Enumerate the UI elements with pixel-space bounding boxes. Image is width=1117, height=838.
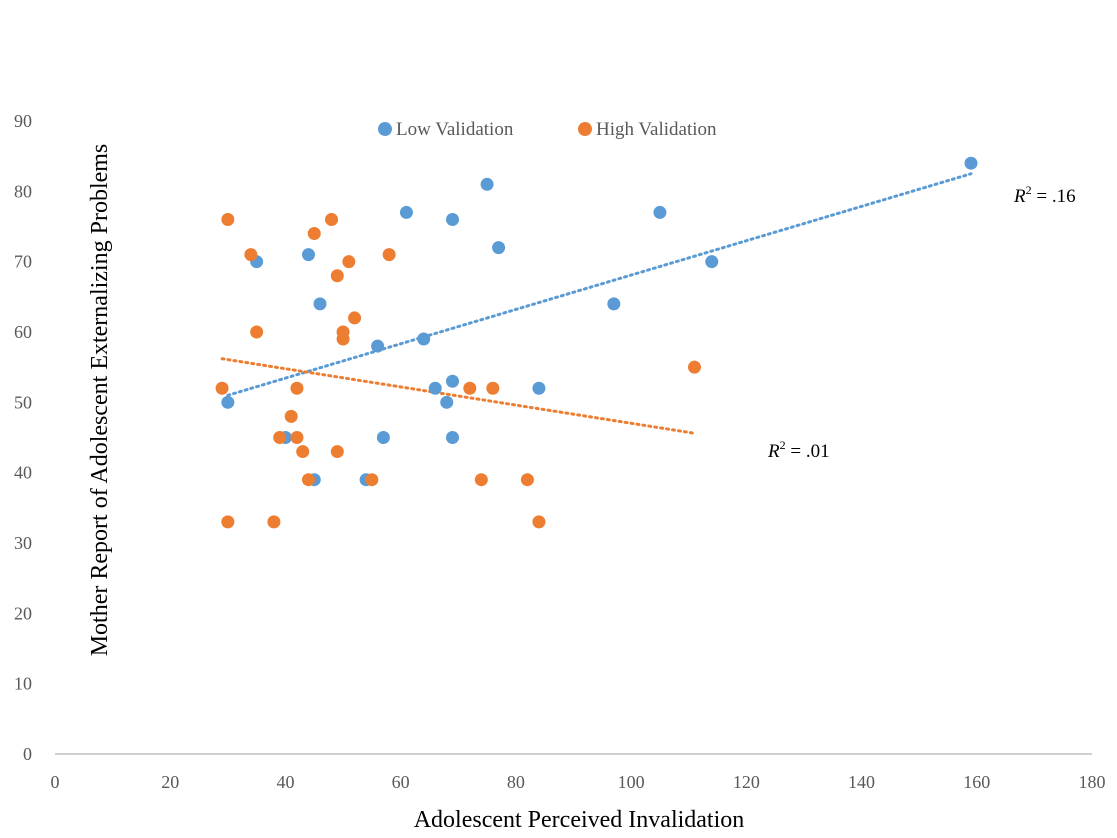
data-point: [417, 332, 431, 346]
data-point: [705, 255, 719, 269]
data-point: [330, 269, 344, 283]
y-tick-label: 20: [14, 603, 32, 623]
data-point: [446, 374, 460, 388]
data-point: [290, 431, 304, 444]
x-tick-label: 140: [848, 772, 875, 792]
trend-line: [226, 172, 973, 397]
data-point: [273, 431, 287, 444]
data-point: [382, 248, 396, 262]
data-point: [440, 395, 454, 409]
legend-marker-low-validation: [378, 122, 392, 136]
y-tick-label: 30: [14, 533, 32, 553]
data-point: [221, 515, 235, 529]
legend: Low Validation High Validation: [378, 119, 717, 140]
data-point: [532, 515, 546, 529]
data-point: [301, 248, 315, 262]
x-tick-label: 120: [733, 772, 760, 792]
x-tick-label: 40: [276, 772, 294, 792]
data-point: [284, 409, 298, 423]
x-tick-label: 80: [507, 772, 525, 792]
data-point: [687, 360, 701, 374]
data-point: [215, 381, 229, 395]
r2-label-low-validation: R2 = .16: [1013, 183, 1076, 207]
y-tick-label: 90: [14, 111, 32, 131]
data-point: [325, 212, 339, 226]
legend-label-low-validation: Low Validation: [396, 119, 514, 140]
data-point: [371, 339, 385, 353]
data-point: [446, 212, 460, 226]
x-tick-label: 180: [1079, 772, 1106, 792]
data-point: [301, 473, 315, 487]
data-point: [428, 381, 442, 395]
x-tick-label: 60: [392, 772, 410, 792]
data-point: [376, 431, 390, 444]
y-tick-label: 80: [14, 181, 32, 201]
y-tick-label: 0: [23, 744, 32, 764]
y-tick-label: 60: [14, 322, 32, 342]
y-axis-title: Mother Report of Adolescent Externalizin…: [87, 144, 113, 657]
r2-label-high-validation: R2 = .01: [767, 438, 830, 462]
trend-line: [220, 357, 696, 435]
data-point: [399, 205, 413, 219]
legend-marker-high-validation: [578, 122, 592, 136]
data-point: [365, 473, 379, 487]
y-tick-label: 40: [14, 463, 32, 483]
data-point: [313, 297, 327, 311]
x-axis-title: Adolescent Perceived Invalidation: [414, 807, 745, 833]
data-point: [290, 381, 304, 395]
data-point: [463, 381, 477, 395]
x-tick-label: 160: [963, 772, 990, 792]
data-point: [307, 227, 321, 241]
legend-label-high-validation: High Validation: [596, 119, 717, 140]
data-point: [221, 395, 235, 409]
data-point: [330, 445, 344, 459]
data-point: [653, 205, 667, 219]
data-point: [446, 431, 460, 444]
data-points: [215, 156, 978, 529]
data-point: [492, 241, 506, 255]
data-point: [296, 445, 310, 459]
y-tick-label: 10: [14, 674, 32, 694]
data-point: [250, 325, 264, 339]
x-tick-labels: 0 20 40 60 80 100 120 140 160 180: [51, 772, 1106, 792]
y-tick-labels: 0 10 20 30 40 50 60 70 80 90: [14, 111, 32, 764]
data-point: [221, 212, 235, 226]
data-point: [486, 381, 500, 395]
x-tick-label: 100: [618, 772, 645, 792]
y-tick-label: 50: [14, 392, 32, 412]
data-point: [336, 332, 350, 346]
data-point: [267, 515, 281, 529]
data-point: [964, 156, 978, 170]
y-tick-label: 70: [14, 252, 32, 272]
trend-lines: [220, 172, 973, 435]
data-point: [244, 248, 258, 262]
data-point: [520, 473, 534, 487]
data-point: [532, 381, 546, 395]
x-tick-label: 20: [161, 772, 179, 792]
data-point: [348, 311, 362, 325]
data-point: [474, 473, 488, 487]
data-point: [480, 177, 494, 191]
data-point: [607, 297, 621, 311]
x-tick-label: 0: [51, 772, 60, 792]
data-point: [342, 255, 356, 269]
